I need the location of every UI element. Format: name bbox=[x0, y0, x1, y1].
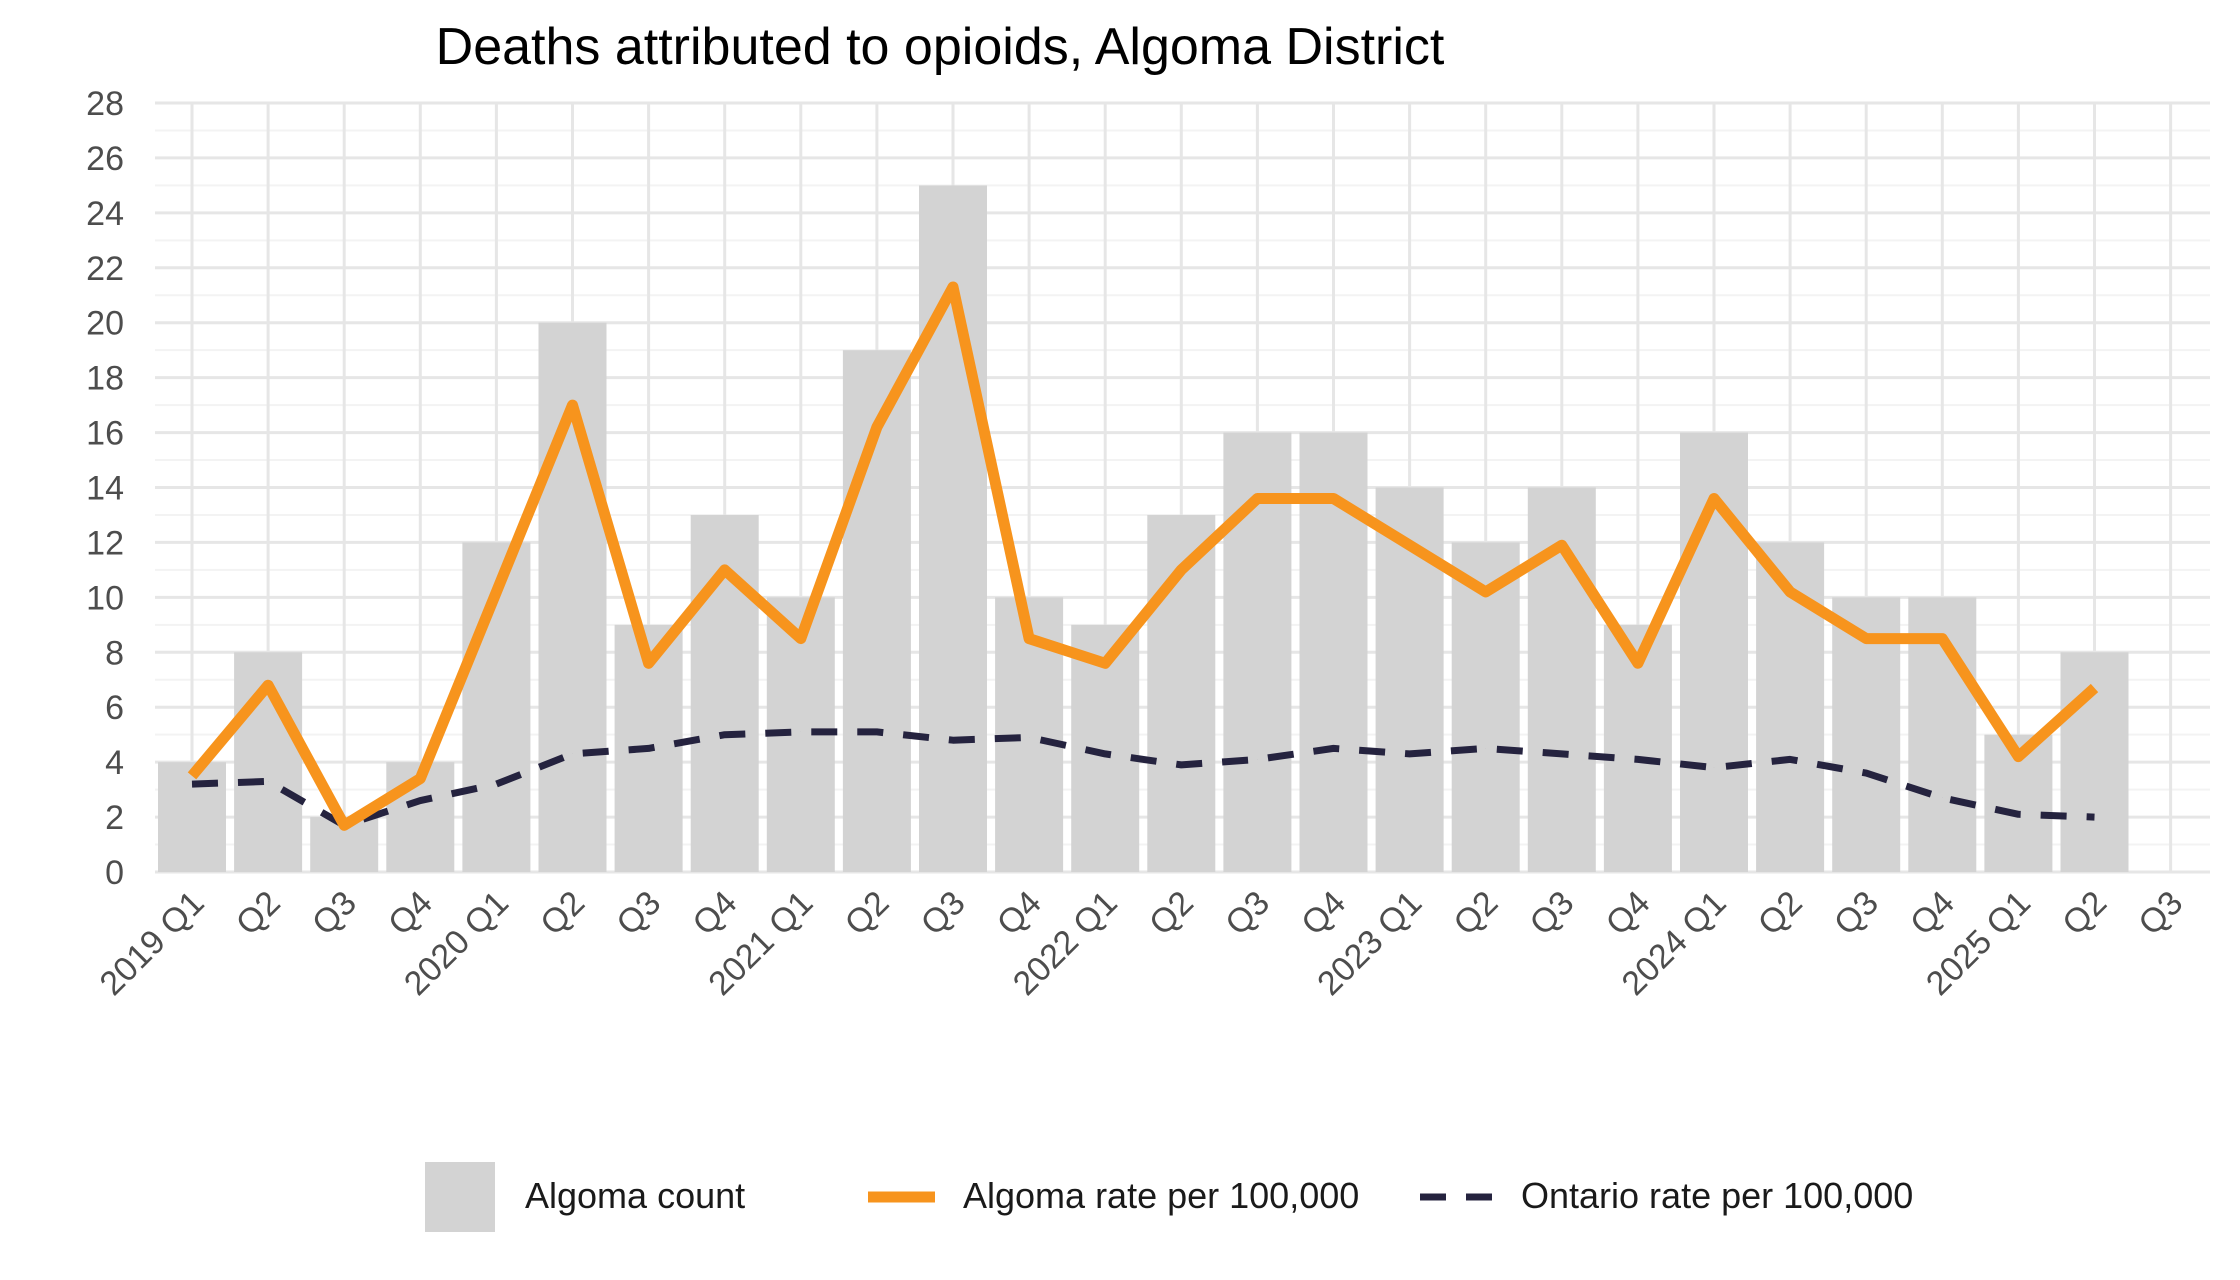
y-tick-label: 16 bbox=[86, 415, 124, 453]
y-tick-label: 28 bbox=[86, 85, 124, 123]
legend: Algoma count Algoma rate per 100,000 Ont… bbox=[425, 1162, 1913, 1232]
x-tick-label: Q3 bbox=[914, 884, 973, 943]
x-tick-label: Q3 bbox=[305, 884, 364, 943]
y-tick-label: 18 bbox=[86, 360, 124, 398]
chart-title: Deaths attributed to opioids, Algoma Dis… bbox=[436, 18, 1445, 76]
y-tick-label: 8 bbox=[105, 634, 124, 672]
y-tick-label: 12 bbox=[86, 524, 124, 562]
x-tick-label: 2019 Q1 bbox=[93, 884, 212, 1003]
x-tick-label: Q2 bbox=[533, 884, 592, 943]
x-tick-label: Q4 bbox=[381, 884, 440, 943]
y-tick-label: 4 bbox=[105, 744, 124, 782]
x-tick-label: Q2 bbox=[2055, 884, 2114, 943]
algoma-rate-line bbox=[187, 281, 2099, 831]
x-tick-label: Q4 bbox=[990, 884, 1049, 943]
bar-1 bbox=[158, 762, 226, 872]
x-tick-label: Q2 bbox=[1142, 884, 1201, 943]
algoma-rate-line bbox=[187, 281, 2099, 831]
x-tick-label: Q2 bbox=[1751, 884, 1810, 943]
bar-26 bbox=[2060, 652, 2129, 872]
x-tick-label: Q2 bbox=[1446, 884, 1505, 943]
x-tick-label: Q4 bbox=[1294, 884, 1353, 943]
x-tick-label: Q3 bbox=[1218, 884, 1277, 943]
legend-line-label: Algoma rate per 100,000 bbox=[963, 1175, 1359, 1216]
y-tick-label: 24 bbox=[86, 195, 124, 233]
ontario-rate-line bbox=[191, 728, 2095, 829]
y-tick-label: 14 bbox=[86, 470, 124, 508]
x-tick-label: Q2 bbox=[838, 884, 897, 943]
x-tick-label: Q2 bbox=[229, 884, 288, 943]
y-tick-label: 6 bbox=[105, 689, 124, 727]
x-tick-label: Q4 bbox=[1599, 884, 1658, 943]
legend-dashed-label: Ontario rate per 100,000 bbox=[1521, 1175, 1913, 1216]
y-tick-label: 0 bbox=[105, 854, 124, 892]
x-tick-label: Q3 bbox=[1523, 884, 1582, 943]
x-tick-label: Q3 bbox=[1827, 884, 1886, 943]
x-tick-label: Q3 bbox=[609, 884, 668, 943]
y-tick-label: 20 bbox=[86, 305, 124, 343]
y-tick-label: 2 bbox=[105, 799, 124, 837]
x-tick-label: Q4 bbox=[685, 884, 744, 943]
x-tick-label: Q3 bbox=[2131, 884, 2190, 943]
bar-16 bbox=[1299, 432, 1368, 872]
x-tick-label: Q4 bbox=[1903, 884, 1962, 943]
legend-bar-label: Algoma count bbox=[525, 1175, 745, 1216]
y-tick-label: 22 bbox=[86, 250, 124, 288]
legend-bar-swatch bbox=[425, 1162, 495, 1232]
ontario-rate-line bbox=[191, 728, 2095, 829]
y-tick-label: 26 bbox=[86, 140, 124, 178]
y-tick-label: 10 bbox=[86, 579, 124, 617]
